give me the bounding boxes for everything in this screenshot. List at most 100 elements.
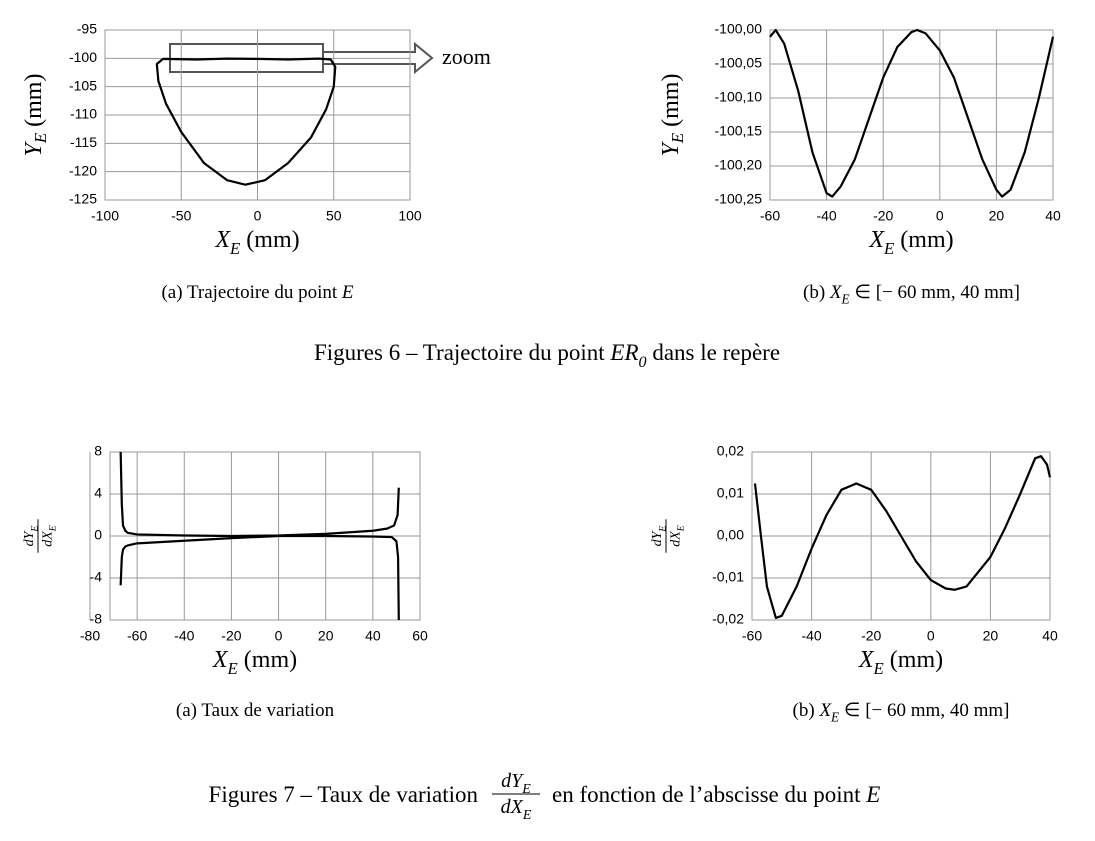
text-part: (mm)	[238, 647, 297, 673]
y-tick-label: -115	[70, 134, 97, 150]
x-tick-label: -40	[801, 628, 821, 644]
text-part: E	[31, 133, 50, 144]
text-part: E	[883, 239, 894, 258]
text-part: E	[609, 340, 624, 365]
x-axis-label: XE (mm)	[868, 227, 953, 258]
y-tick-label: 0,00	[717, 527, 744, 543]
x-tick-label: 40	[365, 628, 381, 644]
figure-caption: en fonction de l’abscisse du point E	[552, 782, 880, 807]
x-tick-label: 100	[398, 208, 422, 224]
text-part: dans le repère	[647, 340, 780, 365]
plot-frame	[769, 29, 1054, 201]
plot-frame	[104, 29, 411, 201]
text-part: E	[830, 710, 839, 725]
text-part: 0	[639, 354, 647, 371]
y-tick-label: -110	[70, 106, 97, 122]
x-tick-label: -100	[91, 208, 119, 224]
y-tick-label: 0	[94, 527, 102, 543]
y-tick-label: -100,20	[715, 157, 763, 173]
data-line	[769, 28, 1055, 198]
x-tick-label: 0	[254, 208, 262, 224]
text-part: dX	[40, 531, 55, 547]
text-part: dX	[501, 796, 524, 818]
text-part: (mm)	[894, 227, 953, 253]
x-tick-label: -40	[816, 208, 836, 224]
text-part: (mm)	[240, 227, 299, 253]
text-part: E	[229, 239, 240, 258]
x-tick-label: -20	[861, 628, 881, 644]
text-part: E	[841, 292, 850, 307]
y-tick-label: -100,25	[715, 191, 763, 207]
fraction-numerator: dYE	[650, 526, 668, 547]
text-part: X	[818, 700, 832, 721]
x-tick-label: 20	[989, 208, 1005, 224]
subfigure-caption: (b) XE ∈ [− 60 mm, 40 mm]	[803, 282, 1020, 307]
data-line	[753, 455, 1052, 619]
text-part: Y	[21, 140, 47, 156]
text-part: (b)	[793, 700, 820, 721]
text-part: E	[227, 659, 238, 678]
text-part: E	[521, 782, 531, 797]
text-part: ∈ [− 60 mm, 40 mm]	[839, 700, 1009, 721]
y-tick-label: -100,00	[715, 21, 763, 37]
x-tick-label: 0	[927, 628, 935, 644]
text-part: (a) Trajectoire du point	[161, 282, 341, 303]
y-tick-label: -8	[90, 611, 103, 627]
y-tick-label: 8	[94, 443, 102, 459]
x-tick-label: 60	[412, 628, 428, 644]
text-part: E	[522, 808, 532, 823]
x-tick-label: 50	[326, 208, 342, 224]
text-part: Figures 6 – Trajectoire du point	[314, 340, 610, 365]
x-axis-label: XE (mm)	[212, 647, 297, 678]
y-tick-label: 0,02	[717, 443, 744, 459]
y-axis-label: YE (mm)	[658, 74, 688, 157]
text-part: (mm)	[21, 74, 47, 133]
x-tick-label: -60	[127, 628, 147, 644]
text-part: E	[341, 282, 354, 303]
plot-frame	[751, 451, 1051, 621]
y-tick-label: -105	[69, 77, 97, 93]
zoom-annotation: zoom	[169, 41, 491, 75]
subfigure-caption: (b) XE ∈ [− 60 mm, 40 mm]	[793, 700, 1010, 725]
y-tick-label: -4	[90, 569, 103, 585]
x-tick-label: -20	[873, 208, 893, 224]
text-part: E	[48, 525, 59, 532]
data-line	[119, 534, 400, 621]
y-axis-label: YE (mm)	[21, 74, 51, 157]
y-tick-label: -125	[69, 191, 97, 207]
text-part: dY	[650, 529, 665, 546]
x-tick-label: 40	[1042, 628, 1058, 644]
text-part: X	[858, 647, 875, 673]
y-tick-label: -0,01	[712, 569, 744, 585]
text-part: Y	[658, 140, 684, 156]
y-tick-label: -100,15	[715, 123, 763, 139]
data-line	[155, 57, 337, 186]
figure-caption: Figures 6 – Trajectoire du point ER0 dan…	[314, 340, 780, 371]
text-part: X	[212, 647, 229, 673]
text-part: en fonction de l’abscisse du point	[552, 782, 866, 807]
text-part: dY	[22, 529, 37, 546]
text-part: dY	[501, 770, 524, 792]
x-tick-label: 0	[275, 628, 283, 644]
y-tick-label: -95	[77, 21, 97, 37]
zoom-arrow	[322, 41, 434, 75]
text-part: X	[829, 282, 843, 303]
x-tick-label: -20	[221, 628, 241, 644]
y-tick-label: -100,10	[715, 89, 763, 105]
text-part: E	[865, 782, 880, 807]
x-axis-label: XE (mm)	[858, 647, 943, 678]
text-part: dX	[668, 531, 683, 547]
x-tick-label: -50	[171, 208, 191, 224]
figure-caption: Figures 7 – Taux de variation	[209, 782, 479, 807]
fraction-denominator: dXE	[668, 525, 686, 547]
y-tick-label: 0,01	[717, 485, 744, 501]
text-part: E	[676, 525, 687, 532]
fraction-denominator: dXE	[501, 796, 532, 823]
x-tick-label: 0	[936, 208, 944, 224]
subfigure-caption: (a) Taux de variation	[176, 700, 335, 721]
text-part: X	[214, 227, 231, 253]
subfigure-caption: (a) Trajectoire du point E	[161, 282, 353, 303]
text-part: (mm)	[884, 647, 943, 673]
